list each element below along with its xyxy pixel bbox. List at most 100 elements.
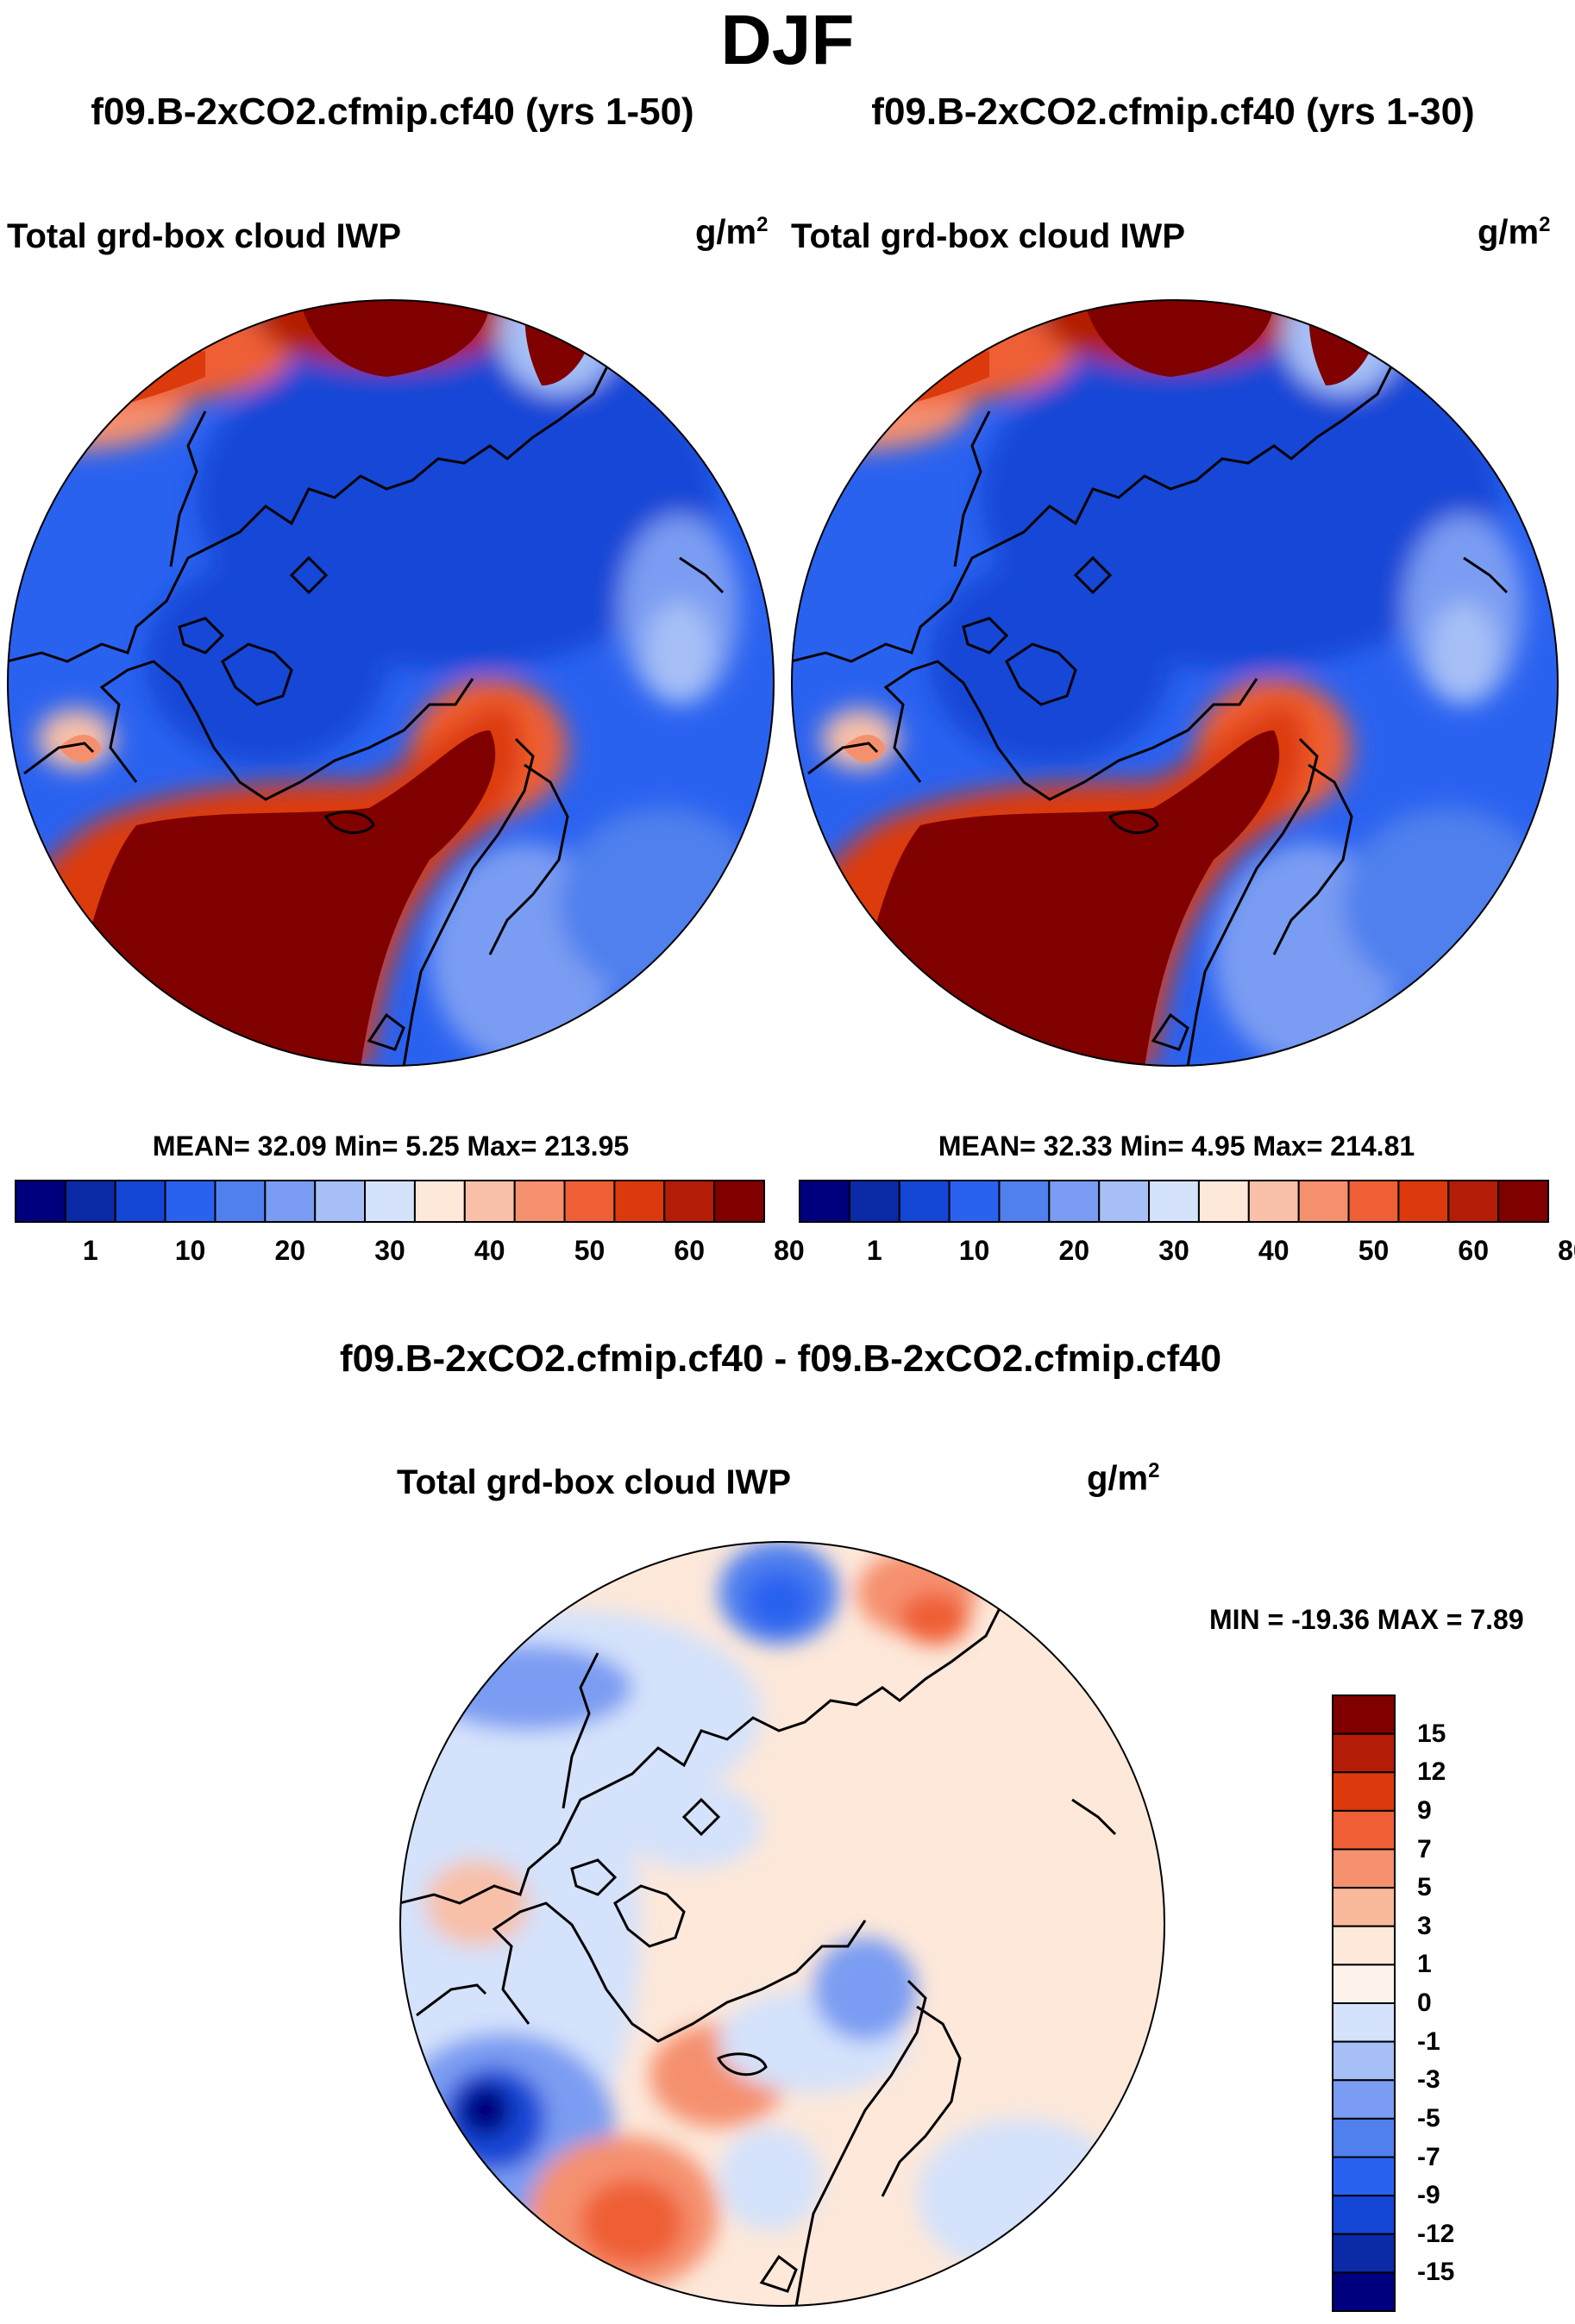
colorbar-2-tick-label: 1 [866, 1235, 882, 1266]
colorbar-difference-box-11 [1332, 2117, 1396, 2158]
colorbar-1-box-1 [64, 1180, 116, 1223]
colorbar-difference-box-6 [1332, 1925, 1396, 1966]
colorbar-difference-box-12 [1332, 2156, 1396, 2197]
diff-units: g/m2 [1087, 1459, 1160, 1498]
colorbar-1-box-2 [114, 1180, 166, 1223]
colorbar-2-box-6 [1098, 1180, 1151, 1223]
map-panel-2 [791, 299, 1559, 1067]
colorbar-panel-2 [799, 1180, 1550, 1223]
colorbar-2-box-13 [1447, 1180, 1500, 1223]
colorbar-difference-tick-label: -3 [1417, 2065, 1440, 2095]
colorbar-difference-box-10 [1332, 2079, 1396, 2120]
colorbar-difference [1332, 1694, 1396, 2313]
panel-2-stats: MEAN= 32.33 Min= 4.95 Max= 214.81 [938, 1131, 1415, 1162]
diff-stats: MIN = -19.36 MAX = 7.89 [1209, 1604, 1524, 1635]
colorbar-1-box-8 [413, 1180, 466, 1223]
colorbar-1-tick-label: 10 [174, 1235, 206, 1266]
colorbar-difference-tick-label: 1 [1417, 1950, 1432, 1979]
panel-1-stats: MEAN= 32.09 Min= 5.25 Max= 213.95 [152, 1131, 630, 1162]
colorbar-2-box-1 [848, 1180, 900, 1223]
colorbar-panel-1 [15, 1180, 766, 1223]
colorbar-1-box-9 [463, 1180, 516, 1223]
colorbar-2-box-4 [998, 1180, 1051, 1223]
colorbar-difference-box-4 [1332, 1848, 1396, 1889]
map-difference-field [400, 1542, 1164, 2306]
colorbar-1-tick-label: 60 [674, 1235, 705, 1266]
colorbar-difference-box-8 [1332, 2002, 1396, 2043]
colorbar-2-tick-label: 20 [1058, 1235, 1090, 1266]
colorbar-difference-tick-label: 5 [1417, 1873, 1432, 1902]
colorbar-2-tick-label: 10 [958, 1235, 990, 1266]
colorbar-difference-box-1 [1332, 1732, 1396, 1774]
colorbar-1-box-13 [663, 1180, 716, 1223]
colorbar-2-box-7 [1148, 1180, 1200, 1223]
colorbar-1-tick-label: 1 [82, 1235, 98, 1266]
colorbar-difference-box-5 [1332, 1887, 1396, 1927]
colorbar-difference-box-0 [1332, 1694, 1396, 1735]
colorbar-1-tick-label: 20 [274, 1235, 306, 1266]
panel-2-case-title: f09.B-2xCO2.cfmip.cf40 (yrs 1-30) [871, 91, 1475, 133]
colorbar-1-box-5 [264, 1180, 317, 1223]
page-title: DJF [720, 1, 855, 79]
colorbar-difference-tick-label: 3 [1417, 1911, 1432, 1940]
panel-2-variable: Total grd-box cloud IWP [791, 217, 1185, 255]
colorbar-difference-tick-label: 0 [1417, 1989, 1432, 2017]
colorbar-1-tick-label: 30 [374, 1235, 405, 1266]
colorbar-2-box-3 [948, 1180, 1001, 1223]
colorbar-1-box-3 [164, 1180, 216, 1223]
colorbar-difference-box-3 [1332, 1809, 1396, 1851]
diff-variable: Total grd-box cloud IWP [397, 1463, 791, 1501]
colorbar-2-tick-label: 50 [1358, 1235, 1390, 1266]
colorbar-1-box-0 [15, 1180, 66, 1223]
colorbar-1-box-6 [314, 1180, 367, 1223]
colorbar-difference-box-9 [1332, 2040, 1396, 2082]
colorbar-2-box-0 [799, 1180, 850, 1223]
map-1-field [8, 300, 774, 1066]
colorbar-2-box-11 [1347, 1180, 1400, 1223]
colorbar-difference-tick-label: 12 [1417, 1757, 1446, 1787]
colorbar-difference-box-14 [1332, 2233, 1396, 2274]
diff-case-title: f09.B-2xCO2.cfmip.cf40 - f09.B-2xCO2.cfm… [339, 1337, 1222, 1380]
colorbar-difference-tick-label: -15 [1417, 2258, 1455, 2287]
colorbar-2-box-5 [1048, 1180, 1101, 1223]
colorbar-2-box-2 [898, 1180, 951, 1223]
colorbar-2-tick-label: 80 [1558, 1235, 1575, 1266]
panel-1-variable: Total grd-box cloud IWP [7, 217, 401, 255]
colorbar-1-box-10 [513, 1180, 566, 1223]
colorbar-1-box-14 [713, 1180, 766, 1223]
colorbar-1-box-4 [214, 1180, 267, 1223]
colorbar-1-tick-label: 80 [774, 1235, 805, 1266]
colorbar-difference-tick-label: -1 [1417, 2026, 1440, 2056]
colorbar-2-box-9 [1247, 1180, 1300, 1223]
map-panel-1 [7, 299, 775, 1067]
map-difference-coastlines [400, 1548, 1117, 2306]
colorbar-difference-tick-label: 7 [1417, 1834, 1432, 1864]
colorbar-2-tick-label: 30 [1158, 1235, 1189, 1266]
colorbar-difference-box-13 [1332, 2195, 1396, 2235]
colorbar-2-tick-label: 60 [1458, 1235, 1489, 1266]
colorbar-difference-box-15 [1332, 2271, 1396, 2313]
colorbar-1-tick-label: 50 [574, 1235, 606, 1266]
colorbar-2-box-14 [1497, 1180, 1550, 1223]
colorbar-difference-box-2 [1332, 1771, 1396, 1812]
colorbar-1-box-11 [563, 1180, 616, 1223]
colorbar-2-box-10 [1297, 1180, 1350, 1223]
colorbar-2-box-12 [1397, 1180, 1450, 1223]
colorbar-2-box-8 [1197, 1180, 1250, 1223]
colorbar-difference-tick-label: -5 [1417, 2103, 1440, 2133]
colorbar-difference-tick-label: -9 [1417, 2181, 1440, 2210]
colorbar-1-box-7 [364, 1180, 416, 1223]
panel-1-case-title: f09.B-2xCO2.cfmip.cf40 (yrs 1-50) [91, 91, 694, 133]
colorbar-difference-tick-label: -12 [1417, 2219, 1455, 2248]
map-difference [399, 1541, 1165, 2307]
colorbar-difference-tick-label: 15 [1417, 1719, 1446, 1748]
colorbar-difference-tick-label: 9 [1417, 1795, 1432, 1825]
panel-1-units: g/m2 [695, 213, 769, 252]
colorbar-1-box-12 [613, 1180, 666, 1223]
colorbar-difference-tick-label: -7 [1417, 2142, 1440, 2171]
map-2-field [792, 300, 1558, 1066]
colorbar-1-tick-label: 40 [474, 1235, 505, 1266]
panel-2-units: g/m2 [1478, 213, 1551, 252]
colorbar-difference-box-7 [1332, 1964, 1396, 2005]
colorbar-2-tick-label: 40 [1258, 1235, 1289, 1266]
